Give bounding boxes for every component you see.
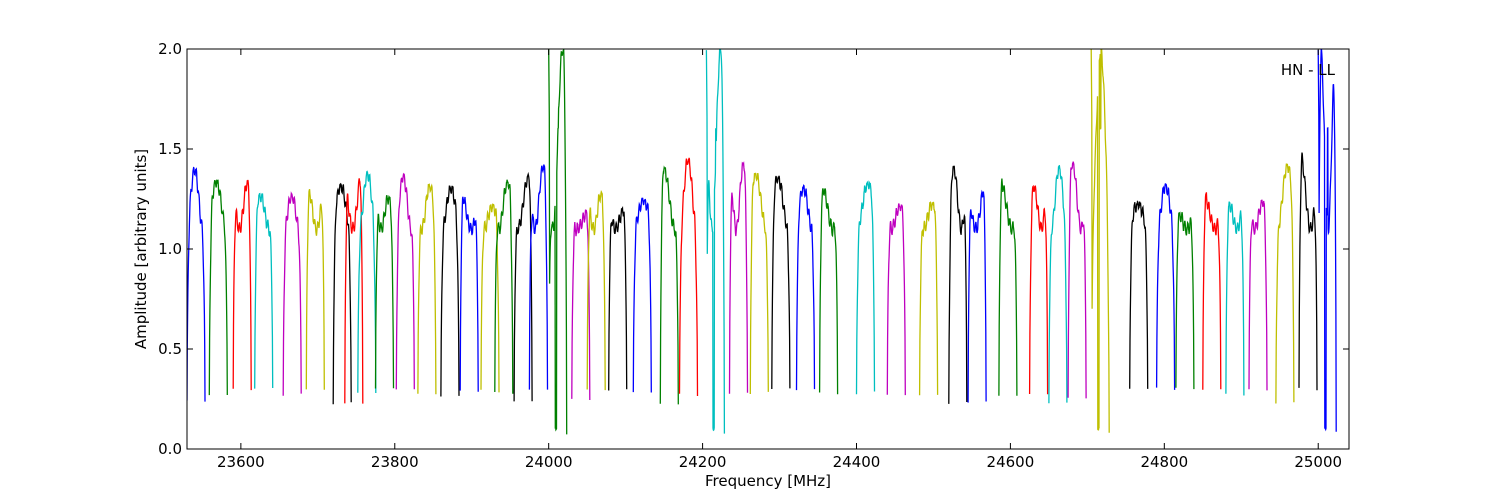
channel-series-line (332, 182, 352, 405)
channel-series-line (548, 49, 568, 435)
channel-series-line (918, 200, 939, 396)
channel-series-line (1225, 201, 1245, 396)
y-axis: 0.0 0.5 1.0 1.5 2.0 (158, 40, 1349, 458)
channel-series-line (480, 203, 500, 393)
channel-series-line (254, 192, 274, 389)
channel-series-line (571, 209, 591, 401)
x-tick-label: 24000 (525, 453, 573, 471)
channel-series-line (1175, 211, 1195, 390)
channel-series-line (632, 197, 652, 393)
channel-series-line (494, 179, 514, 394)
channel-series-line (967, 189, 987, 403)
channel-series-line (818, 188, 839, 395)
channel-series-line (705, 49, 726, 434)
channel-series-line (187, 166, 206, 402)
channel-series-line (608, 205, 628, 391)
channel-series-line (586, 190, 606, 391)
channel-series-line (1048, 164, 1068, 404)
channel-series-line (513, 171, 533, 402)
channel-series-line (1298, 152, 1318, 391)
series-layer (187, 49, 1337, 435)
channel-series-line (1155, 182, 1176, 390)
y-tick-label: 1.5 (158, 140, 182, 158)
channel-series-line (1275, 163, 1295, 404)
channel-series-line (728, 161, 749, 394)
channel-series-line (659, 165, 679, 405)
channel-series-line (417, 183, 437, 395)
x-tick-label: 23600 (217, 453, 265, 471)
x-axis: 23600 23800 24000 24200 24400 24600 24800 25000 (217, 49, 1342, 471)
channel-series-line (208, 179, 228, 396)
annotation-label: HN - LL (1281, 61, 1336, 79)
channel-series-line (282, 191, 302, 396)
channel-series-line (1067, 161, 1087, 399)
channel-series-line (232, 179, 252, 391)
y-tick-label: 0.5 (158, 340, 182, 358)
channel-series-line (771, 175, 791, 390)
channel-series-line (1248, 199, 1268, 391)
channel-series-line (459, 196, 479, 392)
channel-series-line (795, 184, 816, 391)
channel-series-line (1202, 192, 1222, 390)
x-tick-label: 24600 (987, 453, 1035, 471)
x-tick-label: 25000 (1294, 453, 1342, 471)
y-tick-label: 2.0 (158, 40, 182, 58)
channel-series-line (855, 180, 876, 395)
channel-series-line (1028, 184, 1049, 395)
y-tick-label: 1.0 (158, 240, 182, 258)
channel-series-line (749, 172, 769, 395)
channel-series-line (357, 170, 377, 394)
x-tick-label: 24400 (833, 453, 881, 471)
channel-series-line (344, 178, 364, 404)
channel-series-line (886, 203, 906, 396)
y-tick-label: 0.0 (158, 440, 182, 458)
y-axis-label: Amplitude [arbitrary units] (132, 149, 150, 349)
channel-series-line (1090, 49, 1110, 433)
channel-series-line (1129, 200, 1149, 389)
channel-series-line (1317, 49, 1337, 432)
x-tick-label: 23800 (371, 453, 419, 471)
channel-series-line (998, 178, 1018, 396)
channel-series-line (395, 172, 415, 390)
channel-series-line (678, 157, 699, 397)
channel-series-line (948, 165, 968, 404)
channel-series-line (528, 164, 549, 390)
channel-series-line (305, 188, 325, 390)
channel-series-line (440, 185, 460, 397)
x-tick-label: 24800 (1140, 453, 1188, 471)
x-tick-label: 24200 (679, 453, 727, 471)
x-axis-label: Frequency [MHz] (705, 472, 831, 490)
channel-series-line (374, 194, 395, 389)
